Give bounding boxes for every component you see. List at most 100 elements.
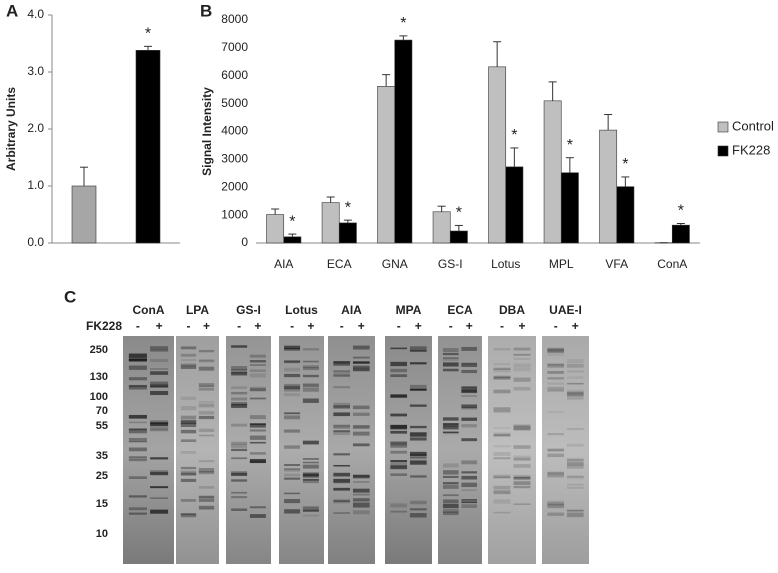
blot-band <box>409 456 427 459</box>
blot-band <box>390 374 408 378</box>
blot-band <box>284 383 301 387</box>
marker-label: 35 <box>96 450 108 462</box>
blot-band <box>150 358 169 363</box>
blot-band <box>284 385 301 390</box>
blot-band <box>284 393 301 397</box>
blot-band <box>198 359 215 362</box>
blot-band <box>547 453 565 458</box>
blot-band <box>249 441 266 444</box>
blot-band <box>198 460 215 463</box>
blot-background <box>488 336 536 564</box>
blot-band <box>547 448 565 452</box>
blot-band <box>284 429 301 433</box>
blot-band <box>513 455 531 460</box>
blot-band <box>493 474 511 478</box>
blot-band <box>180 365 197 369</box>
blot-band <box>128 429 147 434</box>
blot-band <box>493 363 511 366</box>
blot-band <box>390 413 408 417</box>
blot-band <box>493 369 511 373</box>
blot-band <box>547 382 565 385</box>
blot-band <box>513 363 531 368</box>
blot-band <box>513 426 531 431</box>
blot-band <box>390 473 408 476</box>
y-tick-label: 3.0 <box>27 64 44 78</box>
blot-band <box>513 387 531 391</box>
blot-band <box>128 358 147 361</box>
blot-band <box>128 512 147 515</box>
blot-band <box>249 423 266 426</box>
bar <box>71 185 97 244</box>
blot-band <box>284 373 301 378</box>
blot-band <box>150 428 169 432</box>
blot-band <box>284 415 301 420</box>
blot-band <box>547 410 565 414</box>
blot-band <box>513 445 531 449</box>
blot-band <box>302 387 319 392</box>
blot-band <box>198 434 215 437</box>
lectin-label: MPA <box>396 303 422 317</box>
y-axis-title: Arbitrary Units <box>4 87 18 171</box>
blot-band <box>231 345 248 348</box>
blot-band <box>547 471 565 476</box>
blot-band <box>566 465 584 469</box>
blot-band <box>547 386 565 390</box>
blot-band <box>231 397 248 401</box>
blot-band <box>180 346 197 350</box>
blot-band <box>390 503 408 508</box>
blot-band <box>333 375 351 378</box>
blot-band <box>547 502 565 506</box>
blot-band <box>513 353 531 356</box>
bar <box>394 39 413 244</box>
blot-band <box>409 451 427 456</box>
blot-band <box>128 421 147 424</box>
blot-band <box>249 423 266 428</box>
blot-band <box>566 390 584 396</box>
blot-band <box>547 348 565 352</box>
blot-band <box>352 345 370 349</box>
bar <box>449 230 468 244</box>
blot-band <box>198 428 215 433</box>
blot-band <box>302 348 319 351</box>
blot-band <box>333 361 351 364</box>
blot-band <box>390 347 408 350</box>
blot-band <box>302 383 319 387</box>
blot-band <box>150 497 169 499</box>
blot-band <box>493 375 511 379</box>
blot-band <box>180 420 197 425</box>
blot-band <box>352 405 370 410</box>
blot-band <box>302 360 319 363</box>
blot-band <box>231 403 248 408</box>
blot-band <box>442 426 459 430</box>
blot-band <box>249 460 266 463</box>
blot-band <box>566 376 584 379</box>
blot-band <box>333 499 351 502</box>
blot-band <box>333 512 351 514</box>
blot-band <box>198 505 215 509</box>
blot-band <box>461 471 478 474</box>
blot-band <box>493 376 511 380</box>
blot-band <box>284 477 301 480</box>
blot-band <box>249 397 266 400</box>
lectin-label: DBA <box>499 303 525 317</box>
x-tick-label: ECA <box>327 257 352 271</box>
bar <box>266 214 285 244</box>
blot-band <box>352 474 370 479</box>
blot-band <box>302 365 319 369</box>
blot-band <box>284 345 301 350</box>
blot-band <box>513 481 531 485</box>
blot-band <box>442 431 459 434</box>
blot-band <box>198 349 215 353</box>
blot-band <box>390 430 408 434</box>
marker-label: 55 <box>96 420 108 432</box>
x-tick-label: GS-I <box>438 257 463 271</box>
blot-band <box>302 461 319 464</box>
y-tick-label: 3000 <box>221 152 248 166</box>
blot-background <box>176 336 219 564</box>
blot-band <box>198 366 215 371</box>
blot-band <box>513 357 531 361</box>
plus-label: + <box>415 319 422 333</box>
blot-band <box>352 356 370 359</box>
marker-label: 70 <box>96 405 108 417</box>
